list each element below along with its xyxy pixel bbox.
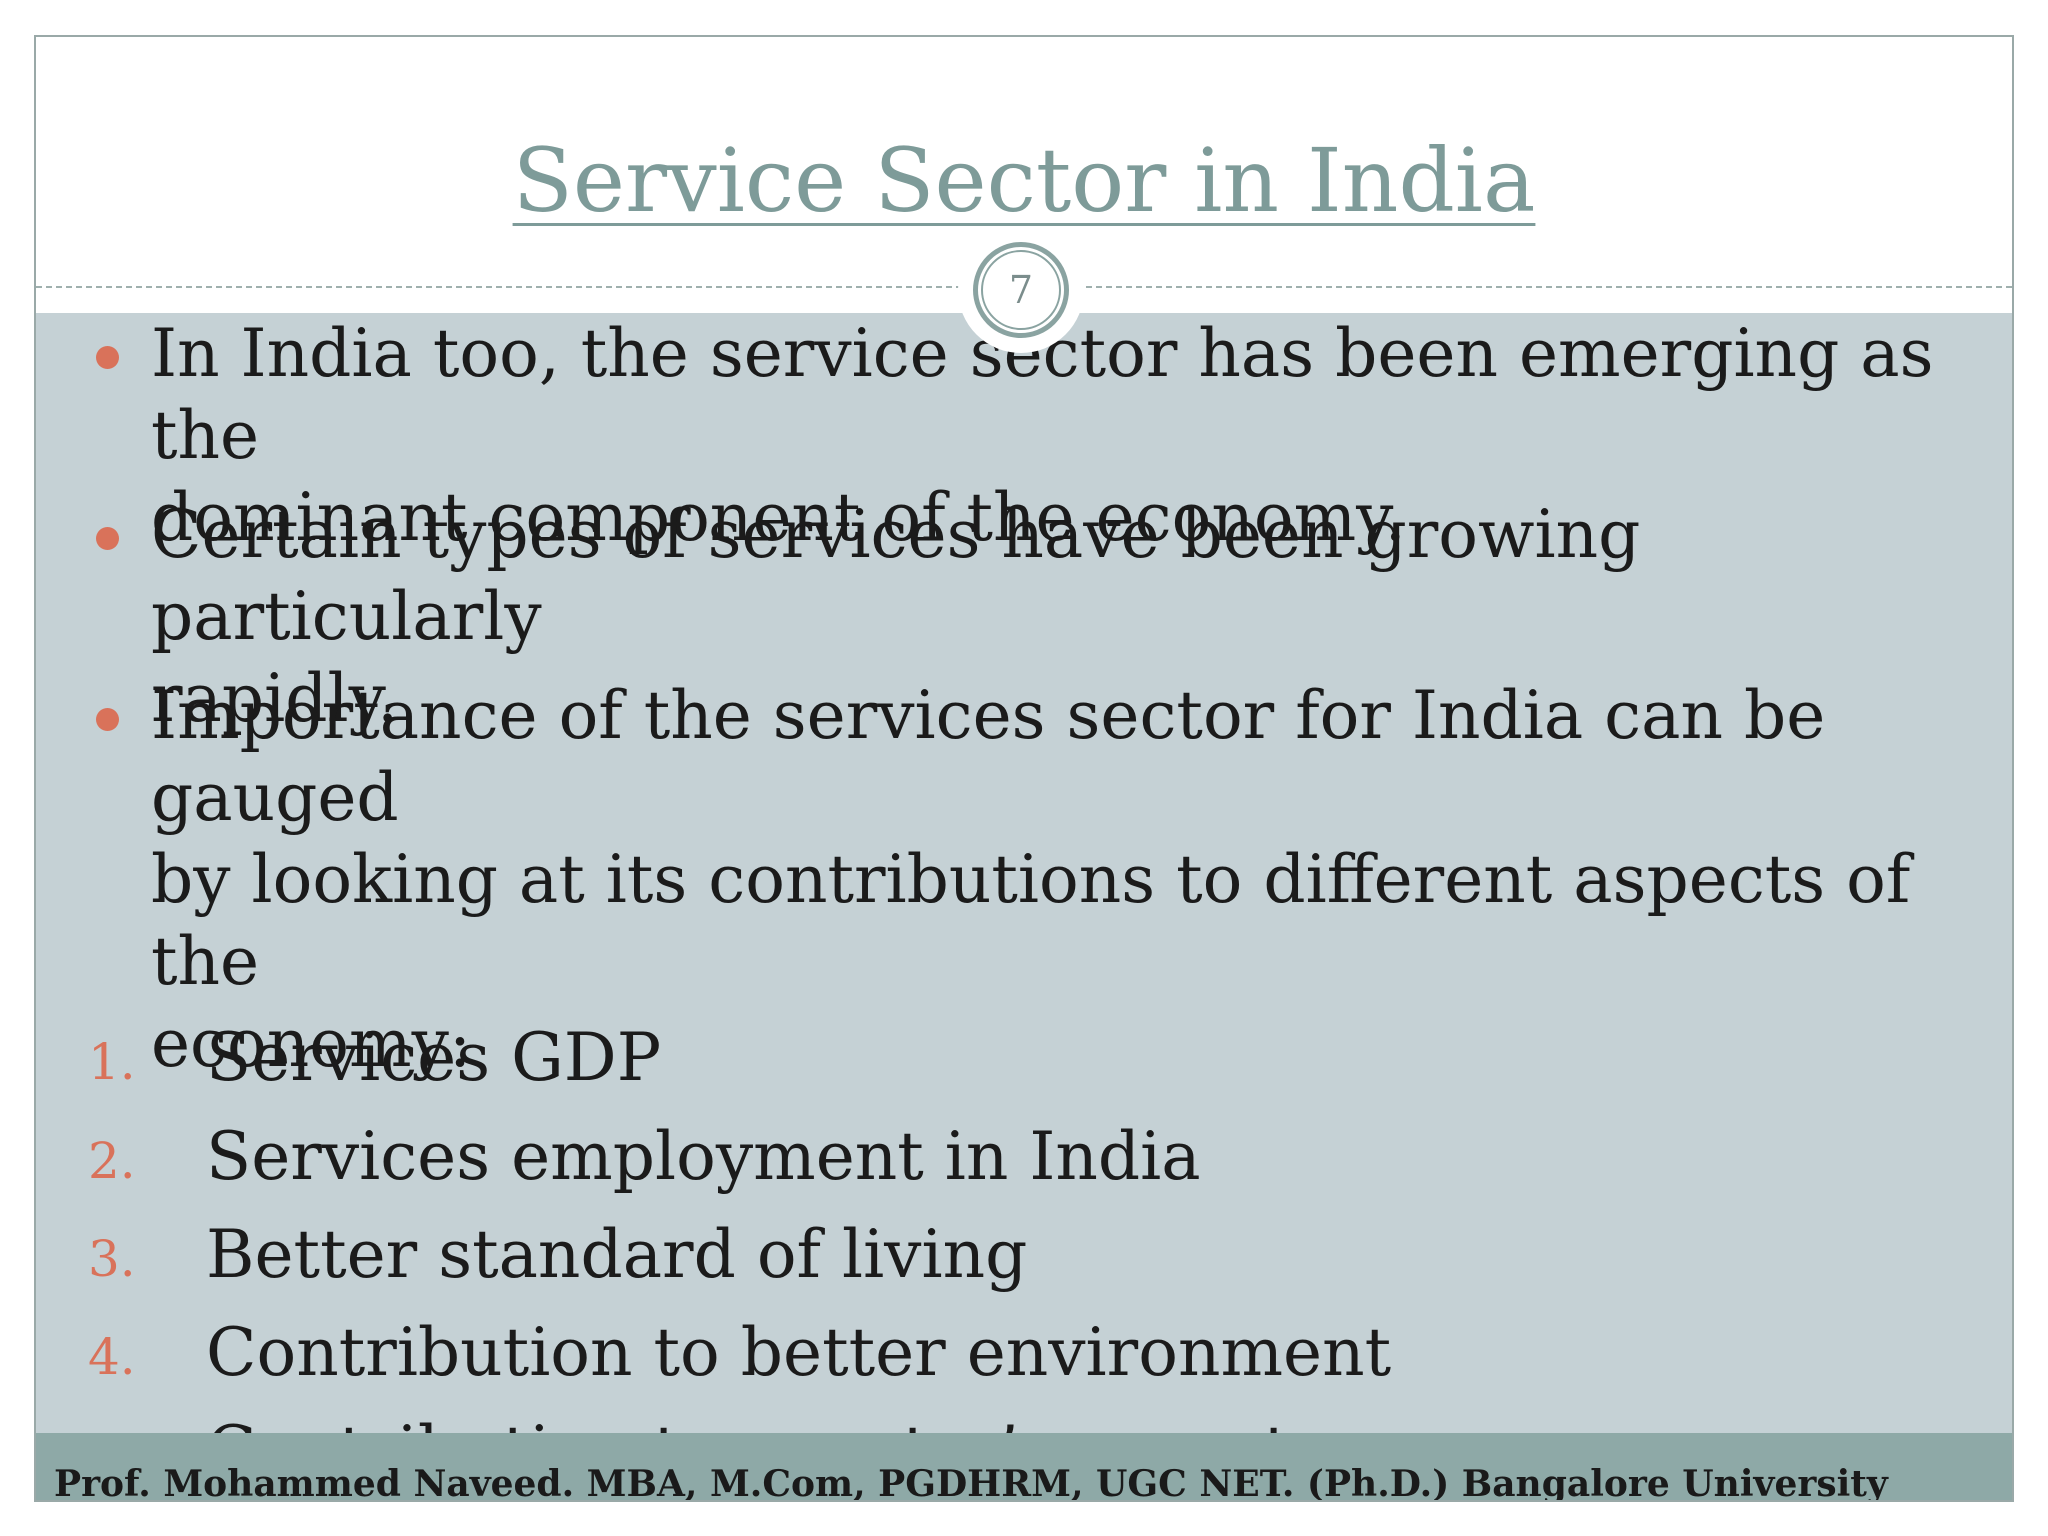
content-area: In India too, the service sector has bee… xyxy=(36,313,2012,1500)
footer-credit: Prof. Mohammed Naveed. MBA, M.Com, PGDHR… xyxy=(54,1463,1888,1502)
bullet-dot-icon xyxy=(96,527,119,550)
bullet-text: In India too, the service sector has bee… xyxy=(151,315,1934,556)
item-number: 3. xyxy=(88,1230,136,1288)
item-text: Better standard of living xyxy=(206,1216,1028,1293)
item-number: 2. xyxy=(88,1132,136,1190)
bullet-text: Importance of the services sector for In… xyxy=(151,677,1911,1082)
bullet-dot-icon xyxy=(96,708,119,731)
item-text: Contribution to better environment xyxy=(206,1314,1392,1391)
slide-title: Service Sector in India xyxy=(512,129,1536,232)
item-text: Services employment in India xyxy=(206,1118,1201,1195)
item-number: 4. xyxy=(88,1328,136,1386)
item-number: 1. xyxy=(88,1033,136,1091)
item-text: Services GDP xyxy=(206,1019,662,1096)
slide-frame: Service Sector in India In India too, th… xyxy=(34,35,2014,1502)
bullet-text: Certain types of services have been grow… xyxy=(151,496,1641,737)
bullet-dot-icon xyxy=(96,346,119,369)
page-number-badge: 7 xyxy=(981,250,1061,330)
footer-bar: Prof. Mohammed Naveed. MBA, M.Com, PGDHR… xyxy=(36,1433,2012,1502)
